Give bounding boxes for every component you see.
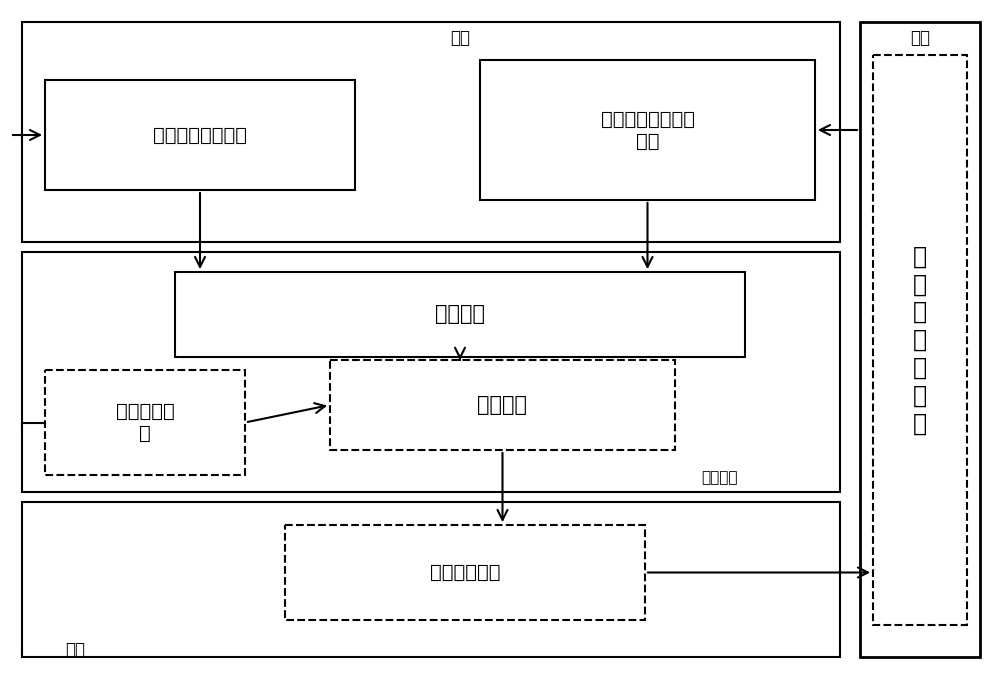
Text: 机器学习: 机器学习 <box>478 395 528 415</box>
Text: 实时检测: 实时检测 <box>702 471 738 485</box>
Bar <box>22 252 840 492</box>
Bar <box>480 60 815 200</box>
Text: 线上日志数
据: 线上日志数 据 <box>116 402 174 443</box>
Bar <box>860 22 980 657</box>
Text: 特征提取: 特征提取 <box>435 304 485 325</box>
Bar <box>45 80 355 190</box>
Text: 僵尸网络域名: 僵尸网络域名 <box>430 563 500 582</box>
Bar <box>873 55 967 625</box>
Bar <box>285 525 645 620</box>
Bar <box>22 502 840 657</box>
Bar <box>22 22 840 242</box>
Text: 输出: 输出 <box>65 641 85 659</box>
Text: 黑
洞
权
威
服
务
器: 黑 洞 权 威 服 务 器 <box>913 244 927 435</box>
Text: 僵尸网路域名查询
日志: 僵尸网路域名查询 日志 <box>600 109 694 151</box>
Bar <box>330 360 675 450</box>
Bar <box>45 370 245 475</box>
Text: 输入: 输入 <box>450 29 470 47</box>
Text: 处置: 处置 <box>910 29 930 47</box>
Text: 正常域名查询日志: 正常域名查询日志 <box>153 126 247 145</box>
Bar <box>175 272 745 357</box>
